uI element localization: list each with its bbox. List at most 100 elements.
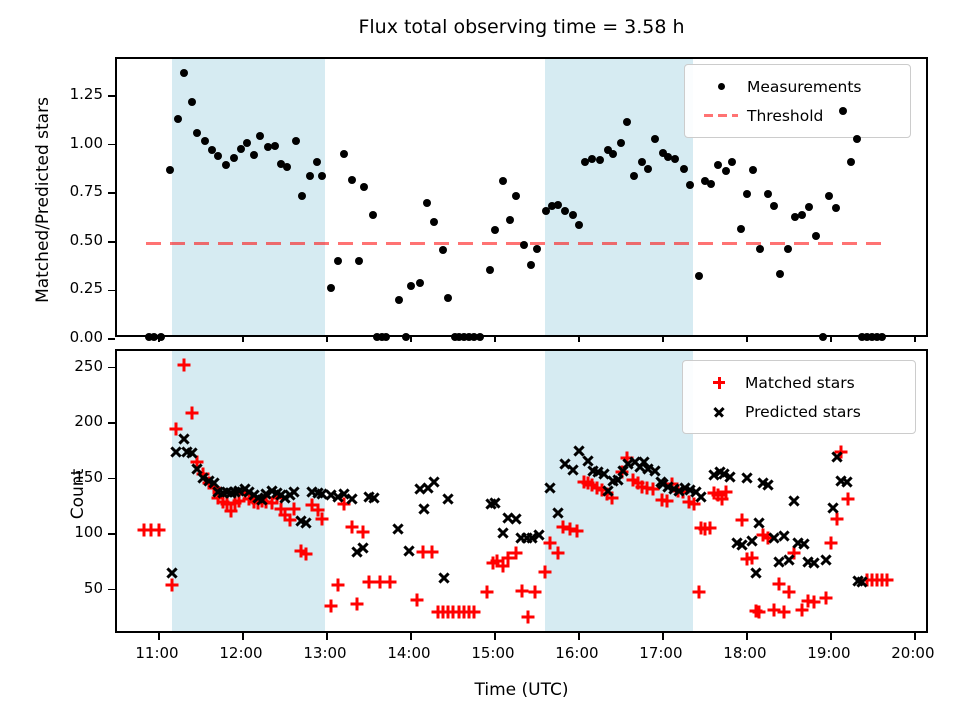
measurement-point: [455, 333, 464, 341]
matched-point: [719, 485, 733, 499]
measurement-point: [783, 244, 792, 253]
measurement-point: [415, 278, 424, 287]
measurement-point: [333, 257, 342, 266]
top-y-tick: [108, 241, 115, 243]
matched-point: [819, 591, 833, 604]
matched-point: [692, 585, 706, 599]
bottom-x-tick: [578, 633, 580, 640]
matched-point: [521, 610, 535, 624]
measurement-point: [700, 177, 709, 186]
measurement-point: [776, 270, 785, 278]
matched-point: [551, 546, 565, 560]
measurement-point: [207, 146, 216, 155]
top-y-tick-label: 0.25: [69, 279, 103, 298]
measurement-point: [505, 216, 514, 225]
measurement-point: [561, 207, 570, 215]
bottom-y-tick: [108, 366, 115, 369]
measurement-point: [173, 115, 182, 124]
measurement-dot-icon: [695, 83, 747, 90]
measurement-point: [742, 189, 751, 198]
matched-point: [350, 597, 364, 611]
measurement-point: [214, 152, 223, 161]
legend-item-matched-stars: Matched stars: [693, 368, 903, 397]
x-tick-label: 11:00: [135, 644, 179, 662]
x-tick-label: 20:00: [891, 644, 935, 662]
measurement-point: [756, 244, 765, 253]
matched-point: [287, 502, 301, 516]
matched-point: [841, 492, 855, 506]
measurement-point: [165, 165, 174, 174]
top-y-tick: [108, 95, 115, 97]
top-legend: Measurements Threshold: [684, 64, 911, 138]
threshold-dash-icon: [695, 114, 747, 117]
measurement-point: [318, 171, 327, 180]
measurement-point: [736, 224, 745, 233]
measurement-point: [347, 175, 356, 184]
measurement-point: [623, 118, 632, 127]
measurement-point: [520, 241, 529, 250]
measurement-point: [144, 333, 153, 341]
measurement-point: [277, 159, 286, 168]
measurement-point: [470, 333, 479, 341]
measurement-point: [554, 200, 563, 209]
measurement-point: [402, 333, 411, 341]
measurement-point: [438, 245, 447, 254]
measurement-point: [221, 160, 230, 169]
matched-point: [331, 578, 345, 592]
measurement-point: [658, 148, 667, 157]
measurement-point: [263, 143, 272, 152]
measurement-point: [394, 296, 403, 305]
measurement-point: [491, 226, 500, 235]
measurement-point: [465, 333, 474, 341]
predicted-point: [738, 468, 757, 487]
bottom-y-tick: [108, 533, 115, 535]
measurement-point: [256, 131, 265, 140]
matched-point: [383, 575, 397, 589]
bottom-y-tick: [108, 588, 115, 591]
measurement-point: [360, 183, 369, 192]
measurement-point: [824, 192, 833, 201]
bottom-x-tick: [746, 633, 748, 640]
x-axis-label: Time (UTC): [474, 680, 569, 700]
measurement-point: [686, 180, 695, 189]
measurement-point: [819, 333, 827, 341]
legend-label: Threshold: [747, 106, 824, 125]
measurement-point: [373, 333, 382, 341]
measurement-point: [862, 333, 871, 341]
measurement-point: [707, 179, 716, 188]
matched-point: [772, 577, 785, 591]
measurement-point: [200, 136, 209, 145]
matched-point: [177, 358, 191, 372]
measurement-point: [382, 333, 391, 341]
predicted-point: [784, 491, 803, 511]
matched-point: [152, 523, 166, 537]
bottom-y-tick: [108, 422, 115, 424]
matched-point: [299, 547, 313, 561]
bottom-x-tick: [410, 633, 412, 640]
measurement-point: [354, 257, 363, 266]
measurement-point: [193, 128, 202, 137]
matched-plus-icon: [693, 376, 745, 389]
matched-point: [185, 406, 199, 420]
bottom-x-tick: [662, 633, 664, 640]
matched-point: [356, 525, 370, 539]
legend-item-measurements: Measurements: [695, 72, 898, 101]
bottom-x-tick: [494, 633, 496, 640]
top-y-tick-label: 1.25: [69, 84, 103, 103]
matched-point: [735, 513, 749, 527]
bottom-points-layer: [115, 349, 928, 633]
measurement-point: [512, 192, 521, 201]
x-tick-label: 13:00: [303, 644, 347, 662]
matched-point: [509, 546, 523, 560]
top-x-tick: [494, 337, 496, 342]
measurement-point: [283, 162, 292, 171]
measurement-point: [270, 142, 279, 151]
legend-label: Matched stars: [745, 373, 855, 392]
measurement-point: [547, 201, 556, 210]
top-x-tick: [326, 337, 328, 342]
measurement-point: [728, 158, 737, 166]
predicted-point: [540, 478, 560, 497]
measurement-point: [378, 333, 387, 341]
measurement-point: [714, 160, 723, 169]
